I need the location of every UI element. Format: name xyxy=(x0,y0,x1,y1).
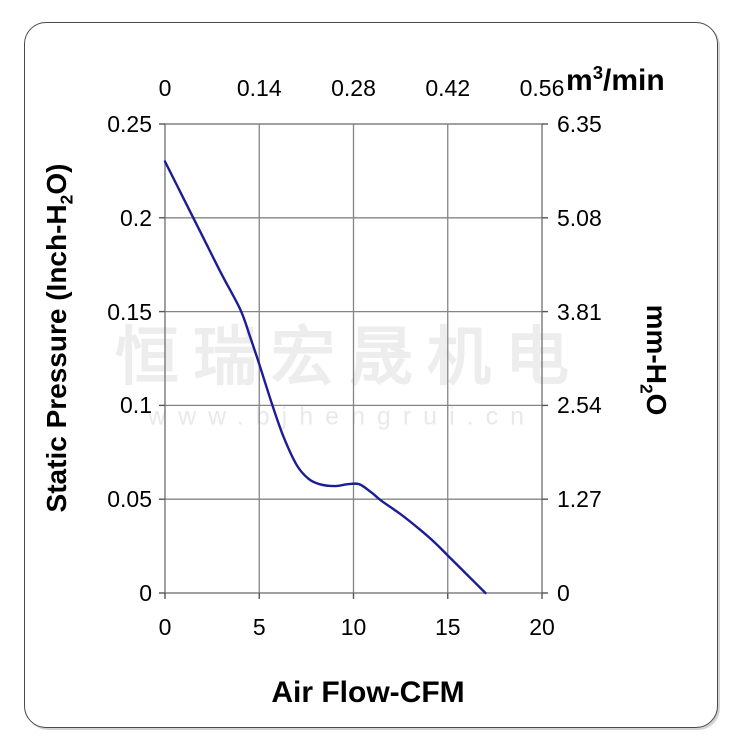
watermark-url: www.bjhengrui.cn xyxy=(148,402,536,431)
watermark-brand: 恒瑞宏晟机电 xyxy=(115,321,583,393)
pressure-flow-curve xyxy=(163,160,487,595)
chart-frame-border xyxy=(24,22,718,728)
